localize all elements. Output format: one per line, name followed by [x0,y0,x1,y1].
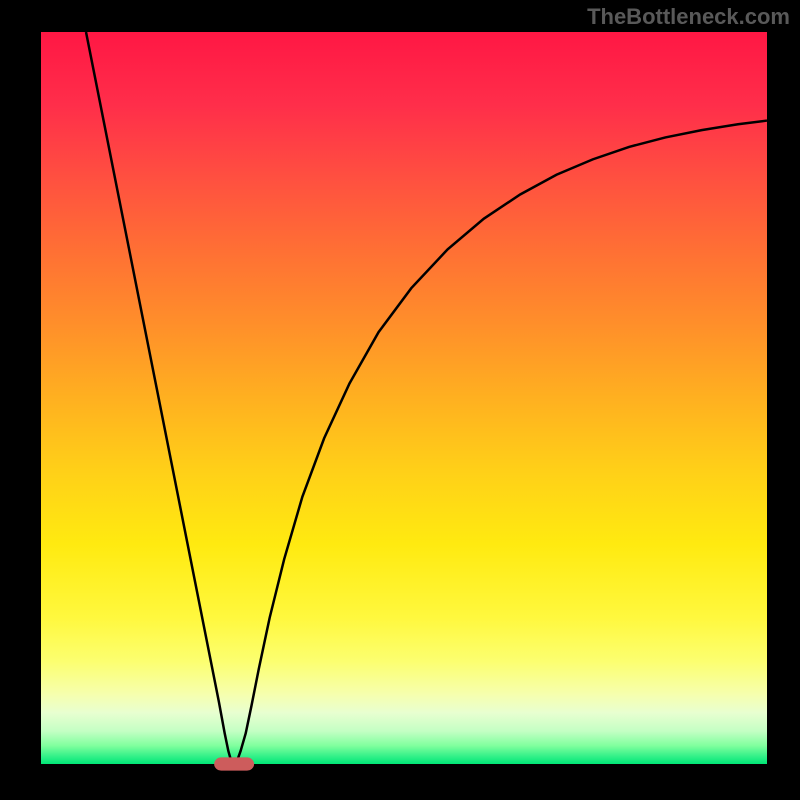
chart-container: TheBottleneck.com [0,0,800,800]
bottleneck-chart [0,0,800,800]
plot-background [41,32,767,764]
watermark-text: TheBottleneck.com [587,4,790,30]
optimal-marker [214,757,254,770]
